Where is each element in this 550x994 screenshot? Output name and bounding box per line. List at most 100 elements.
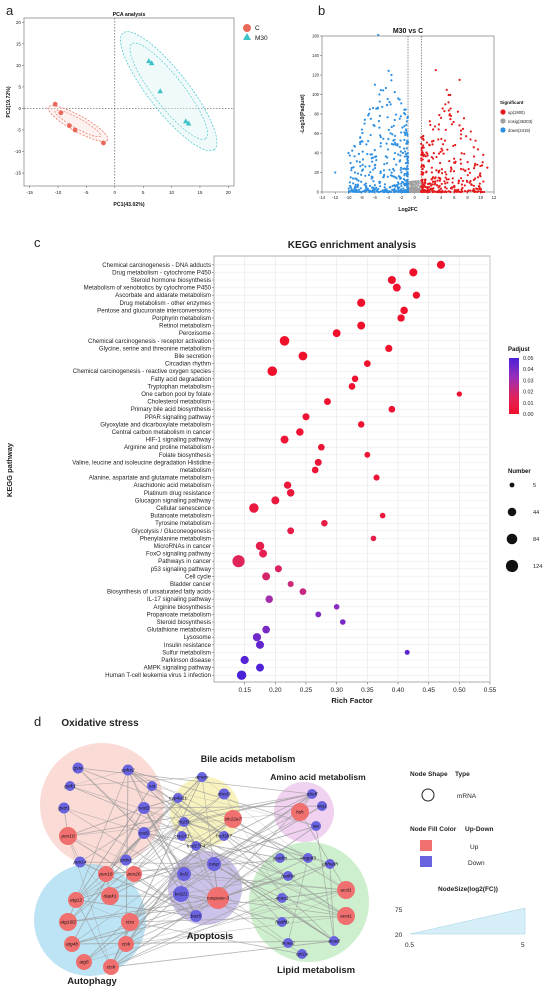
network-node-label: hsd17b4 [187,844,206,850]
volcano-point-down [398,145,401,149]
volcano-point-up [437,170,440,173]
volcano-point-down [405,147,408,150]
volcano-point-up [468,181,471,184]
volcano-point-nosig [414,187,417,190]
padjust-colorbar [509,358,519,414]
volcano-point-down [403,155,406,158]
pca-point-m30 [148,60,155,66]
network-node-label: dapk1 [103,894,116,900]
volcano-legend-nosig-marker [500,118,506,124]
network-edge [75,769,129,901]
padjust-tick: 0.05 [523,356,534,362]
volcano-point-down [357,188,361,191]
kegg-pathway-label: FoxO signaling pathway [146,551,212,558]
volcano-point-up [430,155,433,159]
volcano-point-down [372,106,375,110]
volcano-point-down [397,97,400,100]
volcano-point-down [390,79,393,82]
volcano-point-up [444,176,447,179]
volcano-point-down [373,184,376,187]
volcano-point-down [399,166,403,169]
volcano-point-down [377,187,380,191]
network-node [58,802,70,814]
volcano-point-up [440,182,443,186]
volcano-point-down [381,105,384,108]
volcano-point-nosig [418,184,420,187]
kegg-point [385,344,393,353]
network-node-label: cpt1a [296,952,308,958]
volcano-point-down [356,183,359,186]
network-node [121,913,139,931]
network-node-label: cat [149,784,156,790]
padjust-tick: 0.01 [523,401,534,407]
number-legend-title: Number [508,469,531,475]
volcano-point-down [378,126,381,129]
kegg-title: KEGG enrichment analysis [288,240,417,251]
volcano-ytick-label: 120 [312,73,320,78]
volcano-point-down [347,187,350,190]
volcano-point-up [476,163,479,166]
volcano-point-down [379,134,382,137]
network-node [98,866,114,882]
volcano-point-down [406,164,409,168]
volcano-point-up [477,185,480,188]
kegg-pathway-label: Steroid hormone biosynthesis [131,277,211,284]
network-node [179,817,189,827]
network-node-label: bcl2l1 [175,892,188,898]
volcano-point-up [479,188,483,191]
volcano-point-down [385,142,388,145]
kegg-point [333,603,340,610]
kegg-pathway-label: Pentose and glucuronate interconversions [97,307,211,314]
network-edge [133,873,347,891]
volcano-point-nosig [417,182,420,185]
volcano-point-down [358,160,361,164]
volcano-point-down [377,120,381,123]
volcano-point-nosig [416,185,419,188]
volcano-point-down [349,184,352,188]
legend-shape-circle [421,788,435,802]
volcano-point-down [367,114,370,117]
volcano-point-down [347,151,350,155]
volcano-point-up [447,109,450,112]
volcano-point-up [444,128,447,131]
network-edge [151,785,317,827]
kegg-pathway-label: Arginine biosynthesis [153,604,211,611]
volcano-point-up [449,166,453,169]
volcano-point-down [355,188,358,192]
kegg-pathway-label: Drug metabolism - other enzymes [120,300,211,307]
volcano-point-up [436,179,439,182]
volcano-point-up [432,152,435,155]
volcano-point-up [446,181,449,184]
network-edge [75,899,197,917]
volcano-point-down [401,151,405,155]
network-edge [79,861,215,865]
network-edge [83,818,234,963]
volcano-point-up [438,177,441,180]
volcano-point-up [460,152,463,155]
volcano-point-down [355,190,358,193]
cluster-title-oxidative: Oxidative stress [61,718,139,729]
volcano-point-up [449,93,452,97]
volcano-xlabel: Log2FC [398,207,418,213]
volcano-point-down [370,190,374,193]
volcano-point-nosig [414,180,417,183]
volcano-point-down [369,153,372,156]
volcano-point-up [428,144,431,147]
network-edge [125,889,347,945]
network-edge [129,845,197,923]
kegg-pathway-label: Human T-cell leukemia virus 1 infection [105,672,211,679]
volcano-point-up [473,190,476,194]
network-node [275,853,285,863]
volcano-point-down [373,189,376,192]
volcano-xtick-label: 6 [453,195,456,200]
volcano-point-down [405,182,408,185]
network-edge [181,835,347,917]
kegg-point [287,527,295,535]
volcano-point-down [368,108,371,111]
volcano-point-down [353,144,356,148]
padjust-tick: 0.03 [523,378,534,384]
network-node-label: sod2 [139,806,150,812]
padjust-tick: 0.00 [523,412,534,418]
network-node [277,917,287,927]
volcano-xtick-label: 0 [413,195,416,200]
